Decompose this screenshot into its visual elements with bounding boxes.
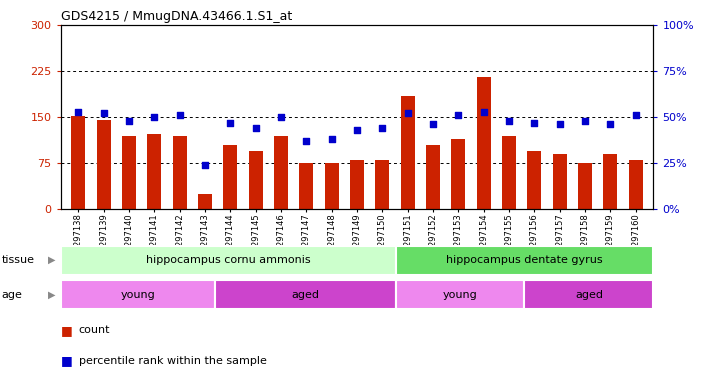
Bar: [350, 160, 364, 209]
Bar: [71, 116, 86, 209]
Bar: [376, 160, 389, 209]
Point: [630, 112, 641, 118]
Text: percentile rank within the sample: percentile rank within the sample: [79, 356, 266, 366]
Point: [478, 109, 489, 115]
Text: GDS4215 / MmugDNA.43466.1.S1_at: GDS4215 / MmugDNA.43466.1.S1_at: [61, 10, 292, 23]
Bar: [401, 96, 415, 209]
Text: count: count: [79, 325, 110, 335]
Point: [351, 127, 363, 133]
Point: [427, 121, 438, 127]
FancyBboxPatch shape: [525, 280, 653, 309]
Text: ▶: ▶: [47, 255, 55, 265]
Point: [276, 114, 287, 120]
Point: [554, 121, 565, 127]
Point: [579, 118, 590, 124]
Point: [98, 110, 109, 116]
Point: [376, 125, 388, 131]
Bar: [502, 136, 516, 209]
Text: hippocampus dentate gyrus: hippocampus dentate gyrus: [446, 255, 603, 265]
Point: [503, 118, 515, 124]
Bar: [122, 136, 136, 209]
Text: aged: aged: [575, 290, 603, 300]
Point: [73, 109, 84, 115]
Text: ■: ■: [61, 324, 72, 337]
FancyBboxPatch shape: [396, 280, 525, 309]
Bar: [578, 163, 592, 209]
FancyBboxPatch shape: [61, 280, 216, 309]
Point: [326, 136, 338, 142]
Bar: [553, 154, 567, 209]
Bar: [426, 145, 440, 209]
Point: [124, 118, 135, 124]
Point: [453, 112, 464, 118]
Bar: [223, 145, 237, 209]
Bar: [299, 163, 313, 209]
Point: [174, 112, 186, 118]
Text: aged: aged: [291, 290, 319, 300]
FancyBboxPatch shape: [61, 246, 396, 275]
Bar: [528, 151, 541, 209]
Point: [301, 138, 312, 144]
Text: ▶: ▶: [47, 290, 55, 300]
Point: [402, 110, 413, 116]
Text: tissue: tissue: [1, 255, 34, 265]
Bar: [147, 134, 161, 209]
Bar: [198, 194, 212, 209]
Text: young: young: [121, 290, 156, 300]
Point: [528, 119, 540, 126]
Point: [605, 121, 616, 127]
Bar: [628, 160, 643, 209]
Bar: [477, 77, 491, 209]
Point: [250, 125, 261, 131]
Bar: [97, 120, 111, 209]
Bar: [173, 136, 186, 209]
Bar: [274, 136, 288, 209]
Bar: [451, 139, 466, 209]
Point: [199, 162, 211, 168]
Text: hippocampus cornu ammonis: hippocampus cornu ammonis: [146, 255, 311, 265]
Point: [225, 119, 236, 126]
FancyBboxPatch shape: [396, 246, 653, 275]
FancyBboxPatch shape: [216, 280, 396, 309]
Point: [149, 114, 160, 120]
Bar: [325, 163, 338, 209]
Text: age: age: [1, 290, 22, 300]
Bar: [248, 151, 263, 209]
Text: ■: ■: [61, 354, 72, 367]
Bar: [603, 154, 617, 209]
Text: young: young: [443, 290, 478, 300]
